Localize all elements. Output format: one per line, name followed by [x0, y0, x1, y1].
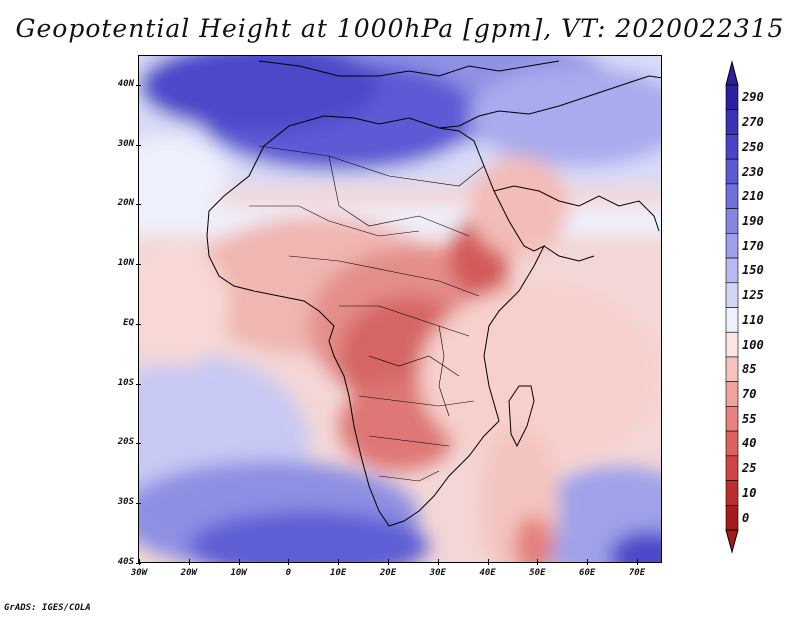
colorbar-segment [725, 208, 739, 234]
colorbar-level-label: 55 [742, 411, 757, 426]
lat-tick-label: 10N [117, 258, 134, 269]
colorbar-segment [725, 331, 739, 358]
coastline [206, 60, 661, 527]
lon-tick-mark [139, 559, 140, 565]
lat-tick-label: 30N [117, 138, 134, 149]
lat-tick-label: 10S [117, 377, 134, 388]
colorbar-level-label: 25 [742, 461, 757, 476]
colorbar-level-label: 250 [742, 139, 764, 154]
lat-tick-mark [136, 562, 141, 564]
lat-tick-mark [136, 443, 141, 445]
colorbar-segment [725, 257, 739, 284]
colorbar-segment [725, 307, 739, 333]
lon-tick-label: 70E [628, 568, 646, 578]
colorbar-level-label: 70 [742, 387, 757, 402]
colorbar-level-label: 110 [742, 312, 764, 327]
colorbar-level-label: 170 [742, 238, 764, 253]
lon-tick-mark [587, 559, 589, 565]
colorbar [725, 60, 739, 554]
colorbar-segment [725, 504, 739, 531]
lon-tick-mark [188, 559, 190, 565]
colorbar-level-label: 150 [742, 263, 764, 278]
lon-tick-label: 10E [330, 568, 347, 578]
colorbar-level-label: 290 [742, 90, 764, 105]
colorbar-segment [725, 455, 739, 481]
colorbar-min-arrow [725, 529, 739, 554]
colorbar-level-label: 40 [742, 436, 757, 451]
colorbar-level-label: 210 [742, 189, 764, 204]
lon-tick-mark [338, 559, 340, 565]
lat-tick-label: 40N [117, 79, 134, 89]
lat-tick-label: 40S [117, 556, 134, 567]
colorbar-segment [725, 134, 739, 160]
colorbar-level-label: 10 [742, 485, 757, 500]
lon-tick-mark [437, 559, 439, 565]
colorbar-level-label: 190 [742, 213, 764, 228]
lon-tick-mark [288, 559, 290, 565]
lon-tick-label: 50E [529, 568, 546, 578]
lon-tick-label: 20E [379, 568, 397, 578]
colorbar-level-label: 230 [742, 164, 764, 179]
lat-tick-mark [136, 502, 141, 504]
colorbar-segment [725, 233, 739, 259]
chart-title: Geopotential Height at 1000hPa [gpm], VT… [15, 14, 785, 43]
colorbar-segment [725, 109, 739, 135]
lon-tick-mark [537, 559, 539, 565]
colorbar-level-label: 125 [742, 288, 764, 303]
colorbar-segment [725, 480, 739, 506]
lon-tick-label: 10W [230, 568, 247, 578]
lat-tick-mark [136, 323, 141, 325]
lat-tick-mark [136, 144, 141, 146]
lon-tick-label: 20W [180, 568, 197, 578]
colorbar-level-label: 100 [742, 337, 764, 352]
colorbar-level-label: 0 [742, 510, 750, 525]
colorbar-segment [725, 158, 739, 185]
colorbar-level-label: 85 [742, 362, 757, 377]
lat-tick-mark [136, 383, 141, 385]
colorbar-max-arrow [725, 60, 739, 86]
lon-tick-label: 30E [429, 568, 446, 578]
lon-tick-mark [238, 559, 240, 565]
colorbar-segment [725, 430, 739, 457]
map-plot-area [138, 55, 662, 563]
colorbar-segment [725, 282, 739, 308]
colorbar-segment [725, 183, 739, 209]
lon-tick-label: 0 [285, 568, 292, 578]
colorbar-level-label: 270 [742, 115, 764, 130]
lon-tick-label: 30W [130, 568, 148, 578]
country-borders [249, 145, 485, 482]
colorbar-segment [725, 406, 739, 432]
colorbar-segment [725, 84, 739, 111]
colorbar-segment [725, 381, 739, 407]
lon-tick-label: 60E [579, 568, 596, 578]
lon-tick-label: 40E [479, 568, 496, 578]
lat-tick-mark [136, 264, 141, 266]
lon-tick-mark [487, 559, 489, 565]
lat-tick-label: 30S [117, 496, 134, 507]
colorbar-segment [725, 356, 739, 382]
lat-tick-label: EQ [123, 317, 134, 328]
grads-credit: GrADS: IGES/COLA [4, 603, 91, 613]
contour-fill [139, 56, 661, 562]
geopotential-field [139, 56, 661, 562]
lon-tick-mark [388, 559, 389, 565]
lat-tick-mark [136, 85, 141, 86]
lat-tick-label: 20S [117, 437, 134, 448]
lat-tick-mark [136, 204, 141, 206]
lat-tick-label: 20N [117, 198, 134, 209]
lon-tick-mark [637, 559, 638, 565]
